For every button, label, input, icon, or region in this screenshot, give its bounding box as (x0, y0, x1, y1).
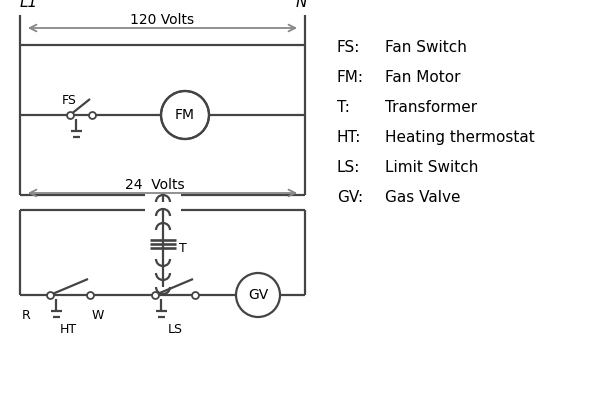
Text: HT: HT (60, 323, 77, 336)
Text: HT:: HT: (337, 130, 361, 145)
Text: Fan Motor: Fan Motor (385, 70, 461, 85)
Text: FM:: FM: (337, 70, 364, 85)
Text: Transformer: Transformer (385, 100, 477, 115)
Text: W: W (92, 309, 104, 322)
Text: GV:: GV: (337, 190, 363, 205)
Text: LS:: LS: (337, 160, 360, 175)
Text: R: R (22, 309, 31, 322)
Text: L1: L1 (20, 0, 38, 10)
Text: FS:: FS: (337, 40, 360, 55)
Text: Heating thermostat: Heating thermostat (385, 130, 535, 145)
Text: N: N (296, 0, 307, 10)
Text: FM: FM (175, 108, 195, 122)
Text: T:: T: (337, 100, 350, 115)
Text: T: T (179, 242, 187, 254)
Text: 120 Volts: 120 Volts (130, 13, 195, 27)
Text: GV: GV (248, 288, 268, 302)
Text: LS: LS (168, 323, 182, 336)
Text: Limit Switch: Limit Switch (385, 160, 478, 175)
Text: Gas Valve: Gas Valve (385, 190, 461, 205)
Text: 24  Volts: 24 Volts (124, 178, 184, 192)
Text: FS: FS (62, 94, 77, 107)
Text: Fan Switch: Fan Switch (385, 40, 467, 55)
Circle shape (161, 91, 209, 139)
Circle shape (236, 273, 280, 317)
